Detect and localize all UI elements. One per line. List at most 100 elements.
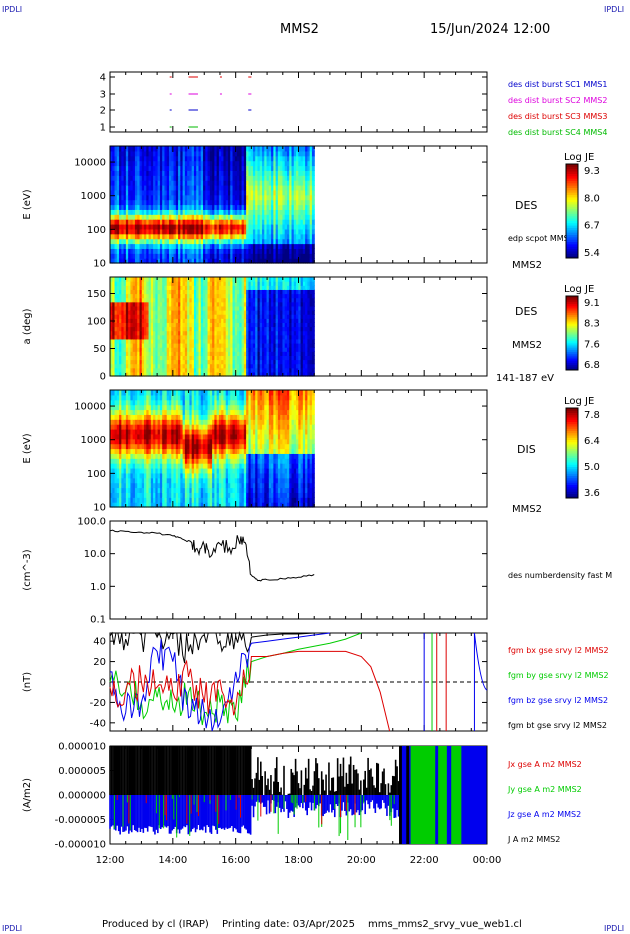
heatmap-cell bbox=[148, 363, 152, 369]
burst-legend-entry: des dist burst SC4 MMS4 bbox=[508, 128, 607, 137]
heatmap-cell bbox=[198, 170, 202, 176]
heatmap-cell bbox=[277, 180, 281, 186]
heatmap-cell bbox=[198, 334, 202, 340]
heatmap-cell bbox=[280, 258, 284, 264]
heatmap-cell bbox=[221, 322, 225, 328]
panel-burst-frame bbox=[109, 71, 488, 133]
heatmap-cell bbox=[119, 146, 122, 152]
heatmap-cell bbox=[171, 322, 175, 328]
heatmap-cell bbox=[125, 150, 129, 157]
colorbar-cell bbox=[566, 227, 578, 231]
heatmap-cell bbox=[300, 214, 304, 220]
heatmap-cell bbox=[132, 175, 136, 181]
heatmap-cell bbox=[155, 185, 159, 191]
heatmap-cell bbox=[119, 351, 122, 356]
heatmap-cell bbox=[116, 448, 120, 454]
heatmap-cell bbox=[196, 297, 200, 303]
heatmap-cell bbox=[246, 160, 250, 167]
heatmap-cell bbox=[273, 228, 277, 235]
heatmap-cell bbox=[175, 155, 179, 162]
heatmap-cell bbox=[259, 334, 263, 340]
heatmap-cell bbox=[298, 367, 302, 373]
heatmap-cell bbox=[280, 343, 284, 348]
heatmap-cell bbox=[110, 330, 113, 336]
heatmap-cell bbox=[193, 285, 197, 290]
heatmap-cell bbox=[305, 185, 309, 191]
heatmap-cell bbox=[119, 443, 122, 450]
heatmap-cell bbox=[114, 448, 118, 454]
heatmap-cell bbox=[148, 248, 152, 254]
heatmap-cell bbox=[203, 351, 206, 356]
heatmap-cell bbox=[216, 289, 220, 295]
heatmap-cell bbox=[196, 204, 200, 210]
heatmap-cell bbox=[241, 258, 245, 264]
heatmap-cell bbox=[112, 322, 116, 328]
heatmap-cell bbox=[159, 297, 163, 303]
heatmap-cell bbox=[132, 219, 136, 225]
heatmap-cell bbox=[275, 228, 279, 235]
heatmap-cell bbox=[293, 322, 297, 328]
heatmap-cell bbox=[273, 301, 277, 307]
heatmap-cell bbox=[237, 185, 240, 191]
heatmap-cell bbox=[248, 224, 252, 230]
heatmap-cell bbox=[155, 334, 159, 340]
heatmap-cell bbox=[246, 301, 250, 307]
heatmap-cell bbox=[252, 180, 256, 186]
heatmap-cell bbox=[114, 334, 118, 340]
heatmap-cell bbox=[284, 253, 288, 259]
heatmap-cell bbox=[162, 155, 166, 162]
heatmap-cell bbox=[284, 146, 288, 152]
heatmap-cell bbox=[250, 175, 254, 181]
heatmap-cell bbox=[141, 438, 145, 445]
heatmap-cell bbox=[227, 170, 231, 176]
heatmap-cell bbox=[189, 347, 193, 352]
heatmap-cell bbox=[271, 359, 274, 365]
heatmap-cell bbox=[148, 310, 152, 315]
heatmap-cell bbox=[189, 322, 193, 328]
heatmap-cell bbox=[193, 305, 197, 311]
heatmap-cell bbox=[207, 338, 211, 344]
heatmap-cell bbox=[212, 334, 215, 340]
heatmap-cell bbox=[125, 394, 129, 401]
heatmap-cell bbox=[218, 233, 222, 240]
heatmap-cell bbox=[178, 277, 181, 282]
heatmap-cell bbox=[112, 347, 116, 352]
heatmap-cell bbox=[150, 363, 154, 369]
colorbar-cell bbox=[566, 189, 578, 193]
heatmap-cell bbox=[125, 224, 129, 230]
heatmap-cell bbox=[157, 277, 161, 282]
heatmap-cell bbox=[114, 433, 118, 440]
heatmap-cell bbox=[273, 253, 277, 259]
heatmap-cell bbox=[307, 204, 311, 210]
heatmap-cell bbox=[284, 175, 288, 181]
heatmap-cell bbox=[262, 175, 265, 181]
heatmap-cell bbox=[300, 363, 304, 369]
heatmap-cell bbox=[239, 334, 243, 340]
heatmap-cell bbox=[164, 334, 168, 340]
heatmap-cell bbox=[134, 189, 138, 196]
heatmap-cell bbox=[189, 185, 193, 191]
heatmap-cell bbox=[184, 310, 188, 315]
heatmap-cell bbox=[221, 160, 225, 167]
heatmap-cell bbox=[275, 338, 279, 344]
heatmap-cell bbox=[289, 175, 293, 181]
heatmap-cell bbox=[198, 281, 202, 286]
heatmap-cell bbox=[178, 351, 181, 356]
heatmap-cell bbox=[309, 351, 313, 356]
heatmap-cell bbox=[218, 150, 222, 157]
heatmap-cell bbox=[155, 310, 159, 315]
heatmap-cell bbox=[282, 189, 286, 196]
heatmap-cell bbox=[255, 258, 259, 264]
heatmap-cell bbox=[116, 155, 120, 162]
heatmap-cell bbox=[252, 209, 256, 215]
heatmap-cell bbox=[241, 228, 245, 235]
heatmap-cell bbox=[264, 209, 268, 215]
heatmap-cell bbox=[264, 326, 268, 332]
heatmap-cell bbox=[196, 355, 200, 361]
heatmap-cell bbox=[184, 228, 188, 235]
heatmap-cell bbox=[277, 355, 281, 361]
heatmap-cell bbox=[271, 289, 274, 295]
heatmap-cell bbox=[293, 293, 297, 299]
heatmap-cell bbox=[137, 194, 141, 201]
heatmap-cell bbox=[150, 285, 154, 290]
